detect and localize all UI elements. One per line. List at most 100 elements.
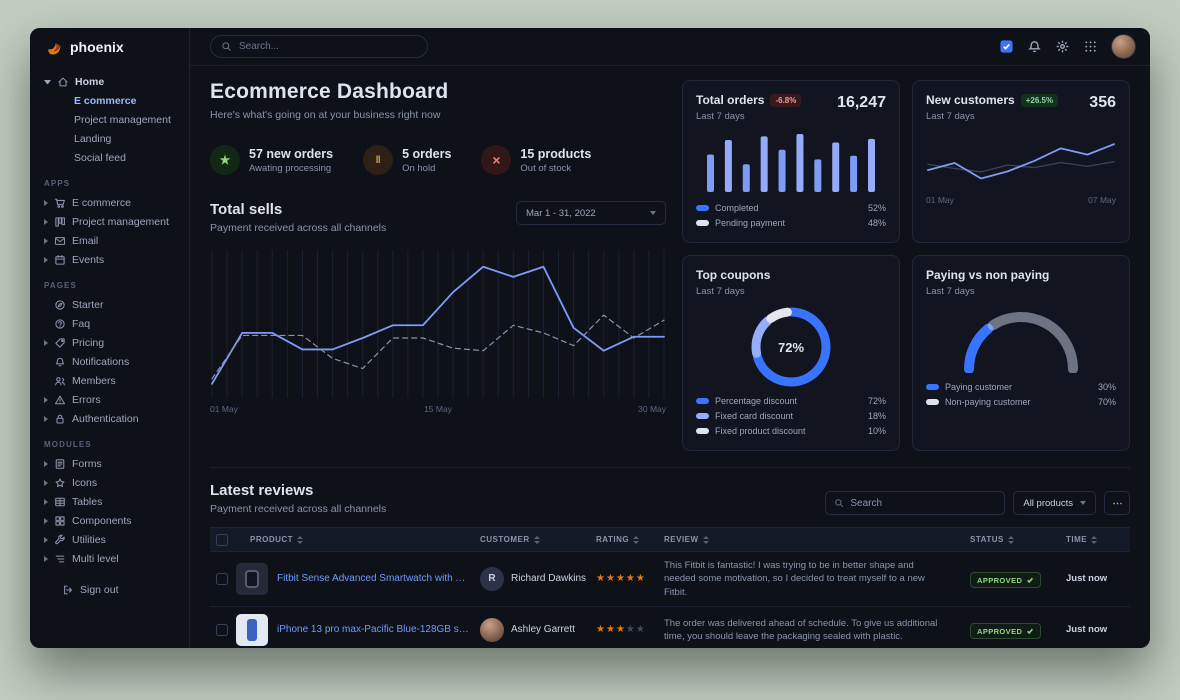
legend-pct: 52% — [867, 202, 886, 213]
sidebar-item-label: Utilities — [72, 533, 106, 546]
caret-right-icon — [44, 517, 48, 524]
date-range-select[interactable]: Mar 1 - 31, 2022 — [516, 201, 666, 225]
customer-name: Ashley Garrett — [511, 624, 575, 636]
sidebar-item-errors[interactable]: Errors — [44, 390, 181, 409]
gear-icon[interactable] — [1055, 39, 1070, 54]
column-header-time[interactable]: TIME — [1066, 535, 1130, 544]
list-levels-icon — [55, 555, 65, 562]
column-header-product[interactable]: PRODUCT — [236, 535, 480, 544]
sidebar-item-label: Components — [72, 514, 132, 527]
column-header-customer[interactable]: CUSTOMER — [480, 535, 596, 544]
sidebar-item-project-management[interactable]: Project management — [44, 110, 181, 129]
caret-right-icon — [44, 460, 48, 467]
product-cell: iPhone 13 pro max-Pacific Blue-128GB sto… — [236, 613, 480, 646]
sign-out-label: Sign out — [80, 584, 119, 596]
reviews-search[interactable] — [825, 491, 1006, 515]
check-square-icon[interactable] — [999, 39, 1014, 54]
sidebar-item-members[interactable]: Members — [44, 371, 181, 390]
sidebar-item-apps-ecommerce[interactable]: E commerce — [44, 193, 181, 212]
product-link[interactable]: iPhone 13 pro max-Pacific Blue-128GB sto… — [277, 624, 470, 636]
sidebar-item-label: Email — [72, 234, 99, 247]
bell-icon[interactable] — [1027, 39, 1042, 54]
search-input[interactable] — [239, 41, 417, 52]
customer-cell: Ashley Garrett — [480, 617, 596, 642]
row-checkbox[interactable] — [216, 572, 228, 585]
pause-icon: ‖ — [363, 145, 394, 175]
reviews-search-input[interactable] — [850, 497, 997, 509]
legend-label: Fixed product discount — [715, 425, 806, 436]
product-filter-select[interactable]: All products — [1013, 491, 1096, 515]
sidebar-item-utilities[interactable]: Utilities — [44, 530, 181, 549]
sidebar-item-apps-email[interactable]: Email — [44, 231, 181, 250]
new-customers-value: 356 — [1089, 94, 1116, 111]
sidebar-item-apps-events[interactable]: Events — [44, 250, 181, 269]
search-icon — [222, 42, 231, 51]
sort-icon — [534, 536, 540, 544]
stat-value: 15 products — [520, 146, 592, 161]
column-label: RATING — [596, 535, 630, 544]
compass-icon — [55, 299, 65, 310]
row-checkbox[interactable] — [216, 623, 228, 636]
caret-right-icon — [44, 498, 48, 505]
card-period: Last 7 days — [926, 286, 975, 297]
select-all-checkbox[interactable] — [216, 533, 228, 546]
topbar — [190, 28, 1150, 66]
sidebar-item-social-feed[interactable]: Social feed — [44, 148, 181, 167]
column-header-review[interactable]: REVIEW — [664, 535, 970, 544]
legend-row: Non-paying customer 70% — [926, 394, 1116, 409]
sidebar-item-home[interactable]: Home — [44, 72, 181, 91]
sidebar-item-landing[interactable]: Landing — [44, 129, 181, 148]
warning-icon — [54, 395, 66, 404]
phoenix-logo-icon — [48, 43, 61, 55]
sidebar-item-apps-project-management[interactable]: Project management — [44, 212, 181, 231]
sidebar-item-label: Icons — [72, 476, 98, 489]
sidebar-item-multi-level[interactable]: Multi level — [44, 549, 181, 568]
legend-marker — [696, 219, 709, 226]
status-cell: APPROVED — [970, 621, 1066, 640]
sidebar-item-tables[interactable]: Tables — [44, 492, 181, 511]
topbar-actions — [999, 34, 1136, 59]
legend-row: Pending payment 48% — [696, 215, 886, 230]
column-header-status[interactable]: STATUS — [970, 535, 1066, 544]
status-cell: APPROVED — [970, 570, 1066, 589]
caret-right-icon — [44, 256, 48, 263]
sidebar-item-ecommerce[interactable]: E commerce — [44, 91, 181, 110]
sidebar-item-faq[interactable]: Faq — [44, 314, 181, 333]
sidebar-item-pricing[interactable]: Pricing — [44, 333, 181, 352]
sidebar-item-forms[interactable]: Forms — [44, 454, 181, 473]
caret-right-icon — [44, 199, 48, 206]
sidebar: phoenix Home E commerce Project manageme… — [30, 28, 190, 648]
logo-text: phoenix — [70, 39, 124, 55]
stat-value: 5 orders — [402, 146, 452, 161]
legend-marker — [696, 412, 709, 419]
axis-label: 01 May — [926, 195, 954, 205]
total-sells-subtitle: Payment received across all channels — [210, 222, 387, 234]
sidebar-item-authentication[interactable]: Authentication — [44, 409, 181, 428]
column-label: TIME — [1066, 535, 1088, 544]
product-link[interactable]: Fitbit Sense Advanced Smartwatch with To… — [277, 573, 470, 585]
column-header-rating[interactable]: RATING — [596, 535, 664, 544]
topbar-search[interactable] — [210, 35, 428, 58]
legend-pct: 18% — [867, 410, 886, 421]
legend-label: Pending payment — [715, 217, 786, 228]
sidebar-item-icons[interactable]: Icons — [44, 473, 181, 492]
sidebar-item-components[interactable]: Components — [44, 511, 181, 530]
customer-cell: R Richard Dawkins — [480, 566, 596, 591]
legend-marker — [696, 397, 709, 404]
grid-apps-icon[interactable] — [1083, 39, 1098, 54]
review-text: This Fitbit is fantastic! I was trying t… — [664, 560, 925, 598]
stat-orders-on-hold: ‖ 5 orders On hold — [363, 145, 451, 175]
more-options-button[interactable] — [1104, 491, 1130, 515]
legend: Percentage discount 72% Fixed card disco… — [696, 393, 886, 438]
sidebar-item-starter[interactable]: Starter — [44, 295, 181, 314]
logo[interactable]: phoenix — [30, 28, 189, 66]
lock-icon — [56, 414, 64, 424]
user-avatar[interactable] — [1111, 34, 1136, 59]
sidebar-item-label: E commerce — [74, 94, 137, 107]
sign-out-button[interactable]: Sign out — [44, 584, 181, 596]
sidebar-item-label: Tables — [72, 495, 103, 508]
search-icon — [835, 499, 844, 508]
sidebar-item-label: Project management — [72, 215, 169, 228]
time-cell: Just now — [1066, 624, 1108, 636]
sidebar-item-notifications[interactable]: Notifications — [44, 352, 181, 371]
